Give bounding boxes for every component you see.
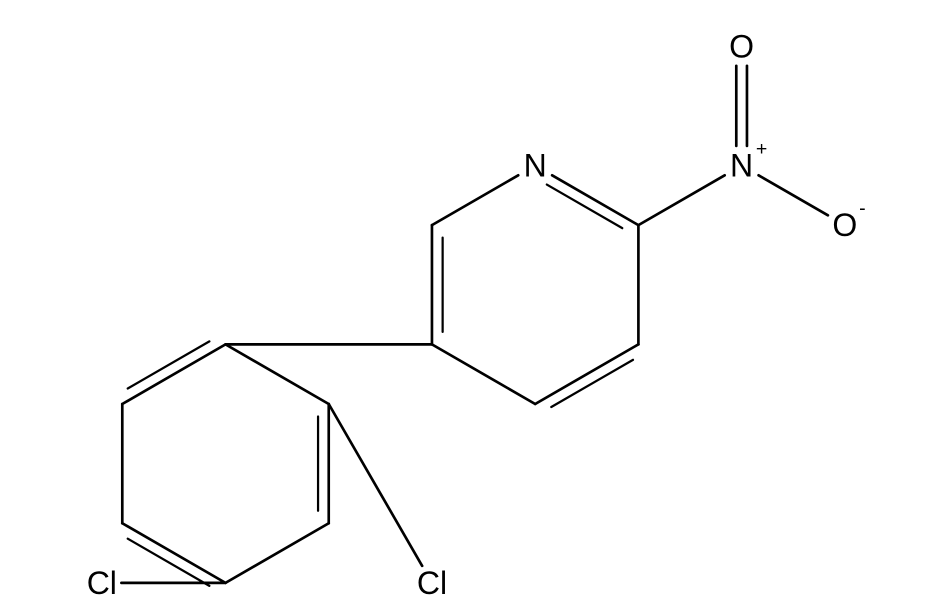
atom-charge: + [756,138,767,160]
atom-label: O [832,207,857,243]
molecule-diagram: ClClNN+OO- [0,0,944,614]
atom-label: N [730,148,753,184]
atom-label: O [729,28,754,64]
atom-label: Cl [417,565,447,601]
atom-label: Cl [87,565,117,601]
atom-charge: - [859,197,866,219]
atom-label: N [524,148,547,184]
